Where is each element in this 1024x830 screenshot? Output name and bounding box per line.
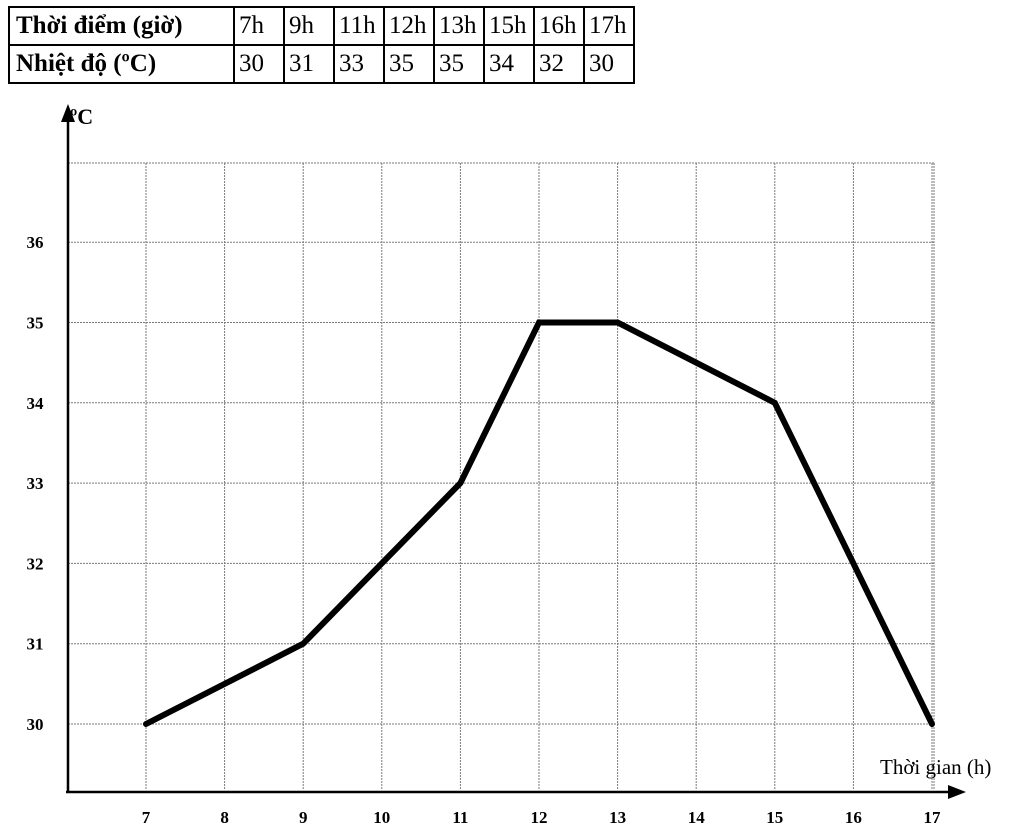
temp-row-header: Nhiệt độ (ºC) [8,44,235,84]
temp-cell: 30 [583,44,635,84]
time-row-header: Thời điểm (giờ) [8,6,235,46]
time-row: Thời điểm (giờ) 7h 9h 11h 12h 13h 15h 16… [8,6,635,46]
x-tick-label: 9 [299,808,308,827]
x-tick-label: 16 [845,808,862,827]
temp-cell: 31 [283,44,335,84]
x-tick-label: 8 [220,808,229,827]
time-cell: 7h [233,6,285,46]
time-cell: 9h [283,6,335,46]
y-tick-label: 36 [27,233,44,252]
y-tick-label: 35 [27,314,44,333]
x-tick-label: 15 [766,808,783,827]
x-tick-label: 13 [609,808,626,827]
x-tick-label: 12 [531,808,548,827]
time-cell: 11h [333,6,385,46]
temp-cell: 34 [483,44,535,84]
y-axis-arrow-icon [61,104,75,122]
time-cell: 12h [383,6,435,46]
tick-labels: 7 8 9 10 11 12 13 14 15 16 17 30 31 32 33 34 35 36 [27,233,942,827]
temp-row: Nhiệt độ (ºC) 30 31 33 35 35 34 32 30 [8,44,635,84]
temp-cell: 32 [533,44,585,84]
x-tick-label: 17 [924,808,942,827]
y-tick-label: 30 [27,715,44,734]
y-tick-label: 31 [27,635,44,654]
series [143,319,935,727]
time-cell: 16h [533,6,585,46]
x-axis-label: Thời gian (h) [880,755,991,779]
temp-cell: 33 [333,44,385,84]
temperature-series-line [143,319,935,727]
x-tick-label: 10 [373,808,390,827]
time-cell: 13h [433,6,485,46]
temp-cell: 35 [383,44,435,84]
x-axis-arrow-icon [948,785,966,799]
time-cell: 15h [483,6,535,46]
y-tick-label: 33 [27,474,44,493]
axes [61,104,966,799]
temp-cell: 35 [433,44,485,84]
x-tick-label: 11 [452,808,468,827]
y-tick-label: 32 [27,554,44,573]
data-table: Thời điểm (giờ) 7h 9h 11h 12h 13h 15h 16… [8,6,635,84]
y-axis-label: ºC [70,104,93,129]
temp-cell: 30 [233,44,285,84]
x-tick-label: 14 [688,808,706,827]
x-tick-label: 7 [142,808,151,827]
y-tick-label: 34 [27,394,45,413]
time-cell: 17h [583,6,635,46]
